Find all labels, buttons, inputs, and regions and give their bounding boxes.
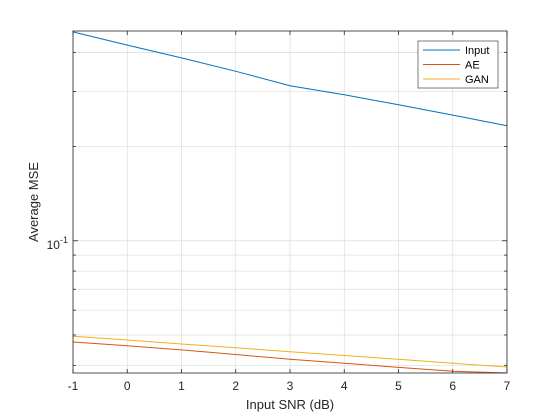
x-tick-label: 6 xyxy=(449,379,456,393)
legend: Input AE GAN xyxy=(417,40,499,89)
x-tick-label: 4 xyxy=(341,379,348,393)
series-line-gan xyxy=(72,335,508,368)
x-tick-label: 7 xyxy=(504,379,511,393)
grid xyxy=(72,31,508,373)
x-tick-label: 3 xyxy=(287,379,294,393)
legend-label-ae: AE xyxy=(465,60,480,72)
x-tick-label: 1 xyxy=(178,379,185,393)
legend-label-gan: GAN xyxy=(465,74,489,86)
series-lines xyxy=(72,31,508,374)
y-axis-label: Average MSE xyxy=(26,162,41,242)
x-tick-label: 5 xyxy=(395,379,402,393)
x-tick-label: 2 xyxy=(232,379,239,393)
ticks: -1 0 1 2 3 4 5 6 7 xyxy=(68,31,511,393)
y-tick-label: 10-1 xyxy=(47,235,68,252)
legend-label-input: Input xyxy=(465,45,489,57)
series-line-ae xyxy=(72,341,508,374)
x-tick-label: 0 xyxy=(124,379,131,393)
x-tick-label: -1 xyxy=(68,379,79,393)
series-line-input xyxy=(72,31,508,127)
x-axis-label: Input SNR (dB) xyxy=(246,397,334,412)
